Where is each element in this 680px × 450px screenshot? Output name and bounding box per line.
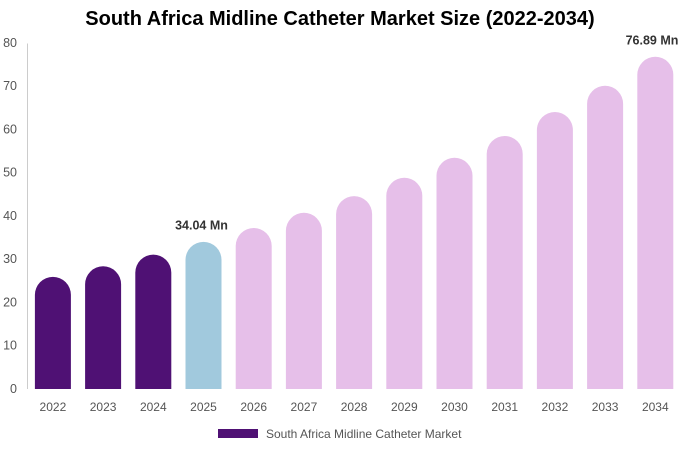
svg-text:South Africa Midline Catheter: South Africa Midline Catheter Market (266, 427, 462, 441)
svg-text:60: 60 (3, 123, 17, 137)
svg-text:76.89 Mn: 76.89 Mn (626, 34, 679, 48)
svg-text:2026: 2026 (240, 400, 267, 414)
svg-text:20: 20 (3, 296, 17, 310)
svg-text:2031: 2031 (491, 400, 518, 414)
svg-text:2029: 2029 (391, 400, 418, 414)
svg-text:70: 70 (3, 79, 17, 93)
svg-text:2023: 2023 (90, 400, 117, 414)
svg-text:2028: 2028 (341, 400, 368, 414)
svg-text:2034: 2034 (642, 400, 669, 414)
svg-text:30: 30 (3, 252, 17, 266)
svg-text:40: 40 (3, 209, 17, 223)
svg-text:80: 80 (3, 36, 17, 50)
svg-text:50: 50 (3, 166, 17, 180)
svg-text:2033: 2033 (592, 400, 619, 414)
svg-text:0: 0 (10, 382, 17, 396)
svg-text:2030: 2030 (441, 400, 468, 414)
svg-text:2032: 2032 (542, 400, 569, 414)
svg-text:2022: 2022 (40, 400, 67, 414)
svg-text:10: 10 (3, 339, 17, 353)
svg-text:South Africa Midline Catheter: South Africa Midline Catheter Market Siz… (85, 8, 594, 30)
svg-text:2025: 2025 (190, 400, 217, 414)
svg-text:2027: 2027 (291, 400, 318, 414)
svg-text:2024: 2024 (140, 400, 167, 414)
svg-text:34.04 Mn: 34.04 Mn (175, 219, 228, 233)
